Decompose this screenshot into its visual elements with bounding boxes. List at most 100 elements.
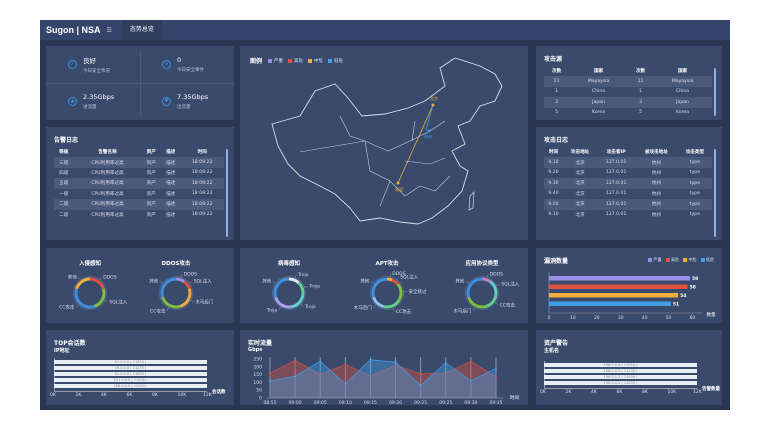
data-point[interactable] [444, 372, 447, 375]
donut-label: CC攻击 [396, 308, 412, 315]
legend-item[interactable]: 高危 [288, 58, 303, 64]
city-point[interactable] [427, 129, 431, 133]
city-point[interactable] [396, 181, 400, 185]
legend-item[interactable]: 严重 [268, 58, 283, 64]
table-row[interactable]: 1 China 1 China [544, 87, 712, 98]
table-row[interactable]: 9.40 北京 127.0.01 杭州 type [544, 189, 712, 200]
legend-item[interactable]: 中危 [683, 257, 697, 263]
session-bar[interactable]: 168.0.0.0 ( 10009 ) [54, 384, 207, 388]
donut-segment[interactable] [274, 296, 292, 309]
donut-segment[interactable] [89, 277, 105, 290]
data-point[interactable] [269, 379, 271, 382]
table-row[interactable]: 11 Mayaysia 11 Mayaysia [544, 76, 712, 87]
table-row[interactable]: 9.10 北京 127.0.01 杭州 type [544, 210, 712, 221]
vuln-bar[interactable] [549, 293, 679, 298]
legend-item[interactable]: 低危 [700, 257, 714, 263]
data-point[interactable] [469, 379, 472, 382]
session-bar[interactable]: 196.0.0.3 ( 11235 ) [544, 369, 697, 373]
donut-segment[interactable] [161, 296, 181, 309]
donut-segment[interactable] [481, 277, 492, 283]
donut-segment[interactable] [291, 294, 305, 309]
realtime-traffic-panel: 实时流量 Gbps 250 200 150 100 50 0 08:55 09:00 09:05… [240, 330, 528, 405]
table-row[interactable]: 五级 CPU利用率过高 资产 描述 18:09:22 [54, 178, 224, 189]
legend-item[interactable]: 严重 [648, 257, 662, 263]
session-bar[interactable]: 49.0.0.0 ( 11235 ) [54, 366, 207, 370]
table-row[interactable]: 3 Japan 3 Japan [544, 97, 712, 108]
table-row[interactable]: 四级 CPU利用率过高 资产 描述 18:09:22 [54, 168, 224, 179]
donut-segment[interactable] [74, 288, 95, 309]
donut-segment[interactable] [383, 299, 401, 309]
vuln-bar[interactable] [549, 276, 691, 281]
vuln-bar[interactable] [549, 284, 688, 290]
data-point[interactable] [444, 361, 447, 364]
data-point[interactable] [495, 367, 497, 370]
scrollbar[interactable] [226, 149, 228, 237]
donut-segment[interactable] [179, 288, 192, 308]
data-point[interactable] [294, 375, 297, 378]
session-bar[interactable]: 196.0.0.2 ( 11000 ) [544, 375, 697, 379]
data-point[interactable] [369, 358, 372, 361]
table-row[interactable]: 5 Korea 5 Korea [544, 108, 712, 119]
data-point[interactable] [394, 364, 397, 367]
donut-segment[interactable] [371, 277, 388, 298]
table-row[interactable]: 一级 CPU利用率过高 资产 描述 18:09:22 [54, 189, 224, 200]
data-point[interactable] [344, 363, 347, 366]
data-point[interactable] [419, 384, 422, 387]
donut-segment[interactable] [391, 278, 399, 286]
session-bar[interactable]: 196.0.0.4 ( 11920 ) [544, 363, 697, 367]
donut-segment[interactable] [485, 292, 498, 308]
donut-segment[interactable] [288, 277, 300, 284]
donut-segment[interactable] [297, 281, 305, 295]
table-row[interactable]: 二级 CPU利用率过高 资产 描述 18:09:22 [54, 199, 224, 210]
donut-segment[interactable] [466, 277, 483, 298]
city-point[interactable] [431, 103, 435, 107]
data-point[interactable] [319, 360, 322, 363]
data-point[interactable] [319, 373, 322, 376]
legend-item[interactable]: 高危 [665, 257, 679, 263]
panel-title: 攻击日志 [544, 137, 569, 144]
vuln-bar[interactable] [549, 301, 671, 307]
donut-segment[interactable] [93, 288, 106, 308]
session-bar[interactable]: 196.0.0.2 ( 11039 ) [544, 381, 697, 385]
donut-segment[interactable] [160, 277, 177, 298]
data-point[interactable] [294, 359, 297, 362]
donut-segment[interactable] [372, 296, 385, 309]
scrollbar[interactable] [714, 68, 716, 116]
donut-segment[interactable] [273, 277, 290, 298]
donut-segment[interactable] [75, 277, 91, 290]
session-bar[interactable]: 97.0.0.0 ( 11920 ) [54, 360, 207, 364]
data-point[interactable] [394, 361, 397, 364]
table-row[interactable]: 9.00 北京 127.0.01 杭州 type [544, 199, 712, 210]
nav-situation-overview[interactable]: 态势总览 [121, 20, 162, 40]
table-cell: China [592, 89, 606, 95]
data-point[interactable] [344, 382, 347, 385]
table-row[interactable]: 二级 CPU利用率过高 资产 描述 18:09:22 [54, 210, 224, 221]
data-point[interactable] [369, 375, 372, 378]
series-line[interactable] [269, 359, 497, 386]
donut-segment[interactable] [183, 280, 191, 290]
data-point[interactable] [419, 372, 422, 375]
session-bar[interactable]: 62.0.0.0 ( 11000 ) [54, 372, 207, 376]
donut-segment[interactable] [396, 283, 403, 302]
table-row[interactable]: 9.20 北京 127.0.01 杭州 type [544, 168, 712, 179]
data-point[interactable] [269, 372, 271, 375]
series-line[interactable] [269, 360, 497, 378]
donut-segment[interactable] [386, 277, 393, 282]
legend-item[interactable]: 低危 [328, 58, 343, 64]
donut-segment[interactable] [467, 296, 487, 309]
table-row[interactable]: 9.10 北京 127.0.01 杭州 type [544, 157, 712, 168]
table-row[interactable]: 三级 CPU利用率过高 资产 描述 18:09:22 [54, 157, 224, 168]
table-row[interactable]: 9.30 北京 127.0.01 杭州 type [544, 178, 712, 189]
china-map[interactable]: 北京 郑州 贵阳 [240, 46, 528, 240]
tick-label: 09:30 [464, 400, 477, 405]
menu-icon[interactable]: ☰ [106, 26, 112, 34]
donut-segment[interactable] [175, 277, 186, 283]
data-point[interactable] [495, 375, 497, 378]
session-bar[interactable]: 191.0.0.0 ( 11000 ) [54, 378, 207, 382]
scrollbar[interactable] [714, 149, 716, 237]
column-header: 次数 [544, 66, 570, 77]
data-point[interactable] [469, 360, 472, 363]
data-label: 58 [690, 285, 696, 291]
donut-segment[interactable] [489, 280, 498, 294]
legend-item[interactable]: 中危 [308, 58, 323, 64]
